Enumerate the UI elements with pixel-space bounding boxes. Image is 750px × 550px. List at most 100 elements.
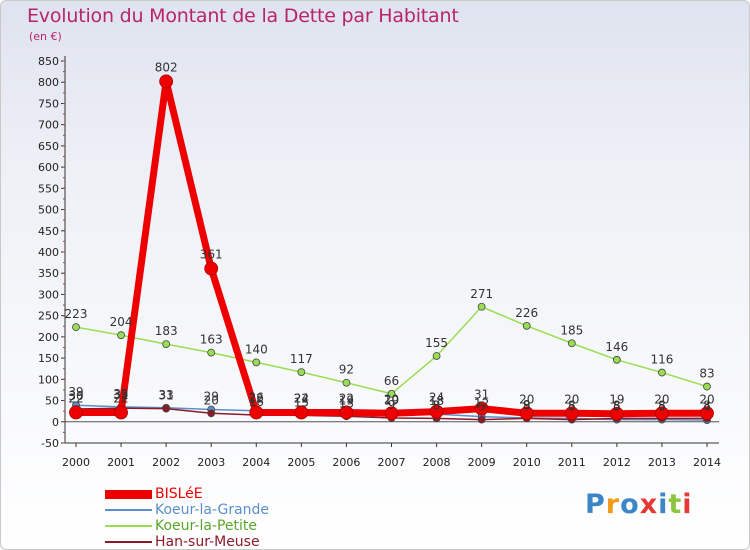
x-tick-label: 2002 — [152, 456, 180, 469]
x-tick-label: 2003 — [197, 456, 225, 469]
x-tick-label: 2011 — [558, 456, 586, 469]
data-label: 185 — [560, 323, 583, 337]
x-tick-label: 2001 — [107, 456, 135, 469]
data-point — [252, 358, 261, 367]
data-point — [162, 404, 171, 413]
data-label: 92 — [339, 363, 354, 377]
data-point — [522, 321, 531, 330]
data-point — [249, 405, 264, 420]
y-tick-label: 700 — [38, 119, 59, 132]
legend-label: Koeur-la-Petite — [155, 518, 258, 534]
chart-title: Evolution du Montant de la Dette par Hab… — [27, 5, 459, 27]
data-label: 226 — [515, 306, 538, 320]
series-2 — [72, 302, 711, 398]
y-tick-label: 200 — [38, 331, 59, 344]
logo-letter: o — [620, 489, 640, 520]
legend-swatch — [105, 509, 152, 511]
y-tick-label: 100 — [38, 373, 59, 386]
data-label: 16 — [249, 395, 264, 409]
data-label: 116 — [650, 353, 673, 367]
x-tick-label: 2009 — [468, 456, 496, 469]
data-point — [204, 261, 219, 276]
data-label: 32 — [113, 388, 128, 402]
series-0 — [69, 74, 714, 421]
data-label: 31 — [159, 389, 174, 403]
data-label: 20 — [384, 392, 399, 406]
data-label: 33 — [159, 388, 174, 402]
data-label: 5 — [613, 400, 621, 414]
data-label: 223 — [65, 307, 88, 321]
data-label: 22 — [339, 391, 354, 405]
data-point — [567, 339, 576, 348]
logo-letter: i — [682, 489, 693, 520]
data-label: 22 — [294, 391, 309, 405]
y-tick-label: 550 — [38, 182, 59, 195]
data-label: 39 — [68, 385, 83, 399]
data-point — [700, 406, 714, 421]
x-tick-label: 2006 — [332, 456, 360, 469]
data-label: 8 — [523, 398, 531, 412]
data-point — [114, 405, 128, 420]
y-tick-label: 150 — [38, 352, 59, 365]
data-point — [477, 415, 486, 424]
data-label: 30 — [68, 389, 83, 403]
logo-letter: r — [605, 489, 621, 520]
data-label: 5 — [478, 400, 486, 414]
series-line — [72, 77, 711, 418]
data-point — [703, 382, 711, 391]
data-label: 18 — [429, 394, 444, 408]
logo-letter: i — [658, 489, 669, 520]
data-label: 20 — [204, 393, 219, 407]
data-label: 20 — [564, 392, 579, 406]
data-label: 20 — [699, 392, 714, 406]
data-label: 183 — [155, 324, 178, 338]
data-label: 13 — [339, 396, 354, 410]
data-point — [159, 74, 174, 89]
data-point — [477, 302, 486, 311]
legend-swatch — [105, 525, 152, 527]
y-tick-label: 0 — [52, 416, 59, 429]
y-tick-label: -50 — [41, 437, 59, 450]
data-label: 8 — [703, 398, 711, 412]
data-label: 8 — [613, 398, 621, 412]
y-tick-label: 600 — [38, 161, 59, 174]
data-label: 29 — [204, 389, 219, 403]
data-label: 66 — [384, 374, 399, 388]
data-point — [387, 389, 396, 398]
y-tick-label: 500 — [38, 204, 59, 217]
data-point — [612, 355, 621, 364]
data-label: 8 — [433, 398, 441, 412]
data-label: 35 — [113, 387, 128, 401]
logo-letter: x — [639, 489, 659, 520]
x-tick-label: 2008 — [423, 456, 451, 469]
data-label: 24 — [429, 391, 444, 405]
y-tick-label: 400 — [38, 246, 59, 259]
data-label: 26 — [249, 391, 264, 405]
data-point — [429, 404, 444, 419]
data-point — [474, 401, 489, 416]
data-point — [384, 406, 399, 421]
data-label: 140 — [245, 342, 268, 356]
x-tick-label: 2012 — [603, 456, 631, 469]
data-label: 361 — [200, 248, 223, 262]
data-label: 20 — [519, 392, 534, 406]
data-point — [117, 331, 125, 340]
data-label: 19 — [609, 393, 624, 407]
logo-letter: t — [668, 489, 683, 520]
data-point — [162, 340, 171, 349]
data-label: 271 — [470, 287, 493, 301]
legend-label: BISLéE — [155, 486, 203, 502]
y-tick-label: 800 — [38, 76, 59, 89]
data-label: 5 — [568, 400, 576, 414]
legend-swatch — [105, 489, 152, 499]
data-label: 12 — [474, 397, 489, 411]
legend-label: Koeur-la-Grande — [155, 502, 270, 518]
legend-swatch — [105, 541, 152, 543]
data-label: 204 — [110, 315, 133, 329]
data-label: 15 — [294, 395, 309, 409]
data-label: 117 — [290, 352, 313, 366]
y-tick-label: 300 — [38, 288, 59, 301]
x-tick-label: 2004 — [242, 456, 270, 469]
